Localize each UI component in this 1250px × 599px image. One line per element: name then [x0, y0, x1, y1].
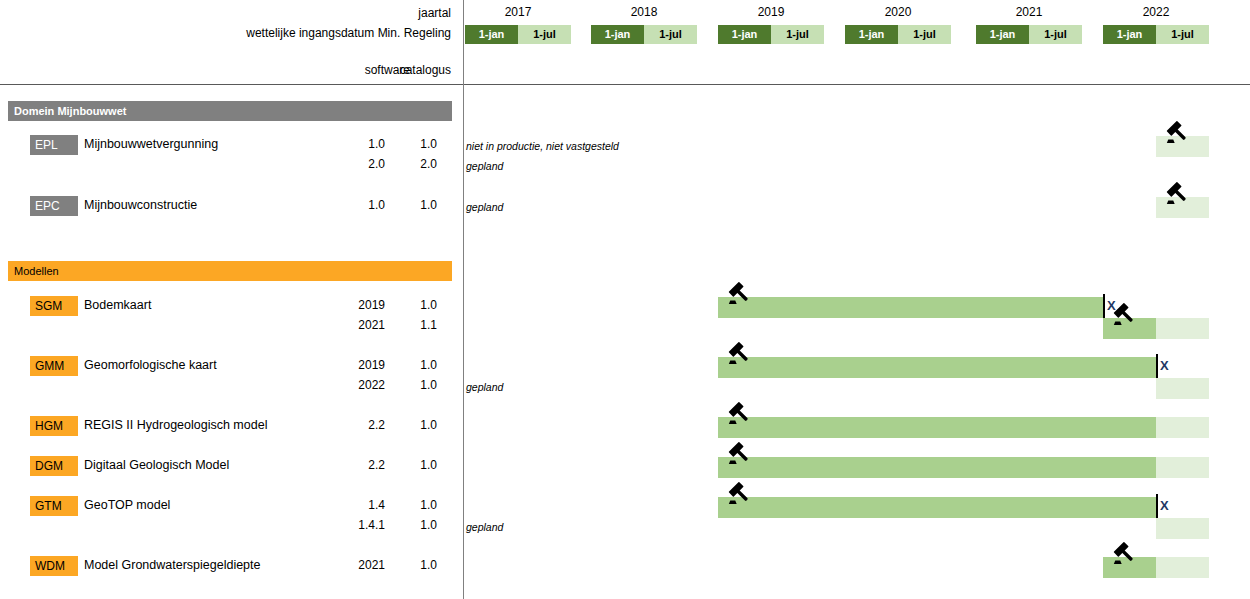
row-code-badge: EPL — [30, 135, 78, 155]
jul-header-cell: 1-jul — [1156, 25, 1209, 44]
jan-header-cell: 1-jan — [718, 25, 771, 44]
row-name: Mijnbouwwetvergunning — [84, 137, 218, 151]
timeline-bar-segment — [1156, 318, 1209, 339]
gavel-icon — [1111, 303, 1138, 330]
gavel-icon — [1164, 182, 1191, 209]
year-label: 2021 — [976, 5, 1082, 19]
timeline-bar-segment — [718, 357, 1156, 378]
software-version: 2021 — [285, 318, 385, 332]
row-code-badge: EPC — [30, 196, 78, 216]
version-timeline-chart: jaartal wettelijke ingangsdatum Min. Reg… — [0, 0, 1250, 599]
row-code-badge: SGM — [30, 296, 78, 316]
row-name: Digitaal Geologisch Model — [84, 458, 229, 472]
section-header: Domein Mijnbouwwet — [8, 101, 452, 121]
jul-header-cell: 1-jul — [771, 25, 824, 44]
x-marker: X — [1160, 498, 1169, 513]
status-note: gepland — [466, 160, 503, 172]
row-code-badge: GTM — [30, 496, 78, 516]
row-name: Geomorfologische kaart — [84, 358, 217, 372]
timeline-bar-segment — [1156, 518, 1209, 539]
row-name: Model Grondwaterspiegeldiepte — [84, 558, 261, 572]
jan-header-cell: 1-jan — [591, 25, 644, 44]
jul-header-cell: 1-jul — [518, 25, 571, 44]
year-label: 2017 — [465, 5, 571, 19]
software-version: 2.0 — [285, 157, 385, 171]
year-label: 2020 — [845, 5, 951, 19]
end-marker-line — [1103, 294, 1105, 321]
timeline-bar-segment — [1156, 457, 1209, 478]
row-code-badge: WDM — [30, 556, 78, 576]
gavel-icon — [726, 282, 753, 309]
software-version: 2.2 — [285, 458, 385, 472]
catalogus-version: 1.0 — [390, 458, 437, 472]
software-version: 2021 — [285, 558, 385, 572]
software-version: 1.0 — [285, 198, 385, 212]
jul-header-cell: 1-jul — [644, 25, 697, 44]
x-marker: X — [1160, 358, 1169, 373]
gavel-icon — [1164, 121, 1191, 148]
status-note: gepland — [466, 201, 503, 213]
software-version: 2019 — [285, 358, 385, 372]
jul-header-cell: 1-jul — [1029, 25, 1082, 44]
header-label-jaartal: jaartal — [301, 6, 451, 20]
catalogus-version: 1.0 — [390, 358, 437, 372]
jan-header-cell: 1-jan — [845, 25, 898, 44]
row-code-badge: DGM — [30, 456, 78, 476]
gavel-icon — [726, 342, 753, 369]
row-name: Mijnbouwconstructie — [84, 198, 197, 212]
software-version: 2022 — [285, 378, 385, 392]
jan-header-cell: 1-jan — [1103, 25, 1156, 44]
software-version: 1.4 — [285, 498, 385, 512]
column-header-catalogus: catalogus — [361, 63, 451, 77]
year-label: 2018 — [591, 5, 697, 19]
jan-header-cell: 1-jan — [976, 25, 1029, 44]
catalogus-version: 2.0 — [390, 157, 437, 171]
gavel-icon — [726, 442, 753, 469]
timeline-bar-segment — [1156, 417, 1209, 438]
timeline-bar-segment — [1156, 557, 1209, 578]
vertical-divider — [463, 0, 464, 599]
horizontal-divider — [0, 84, 1250, 85]
timeline-bar-segment — [718, 457, 1156, 478]
gavel-icon — [726, 482, 753, 509]
catalogus-version: 1.0 — [390, 137, 437, 151]
catalogus-version: 1.0 — [390, 498, 437, 512]
status-note: niet in productie, niet vastgesteld — [466, 140, 619, 152]
jan-header-cell: 1-jan — [465, 25, 518, 44]
software-version: 2019 — [285, 298, 385, 312]
section-header: Modellen — [8, 261, 452, 281]
catalogus-version: 1.0 — [390, 518, 437, 532]
catalogus-version: 1.0 — [390, 418, 437, 432]
catalogus-version: 1.1 — [390, 318, 437, 332]
timeline-bar-segment — [718, 297, 1103, 318]
catalogus-version: 1.0 — [390, 558, 437, 572]
timeline-bar-segment — [718, 497, 1156, 518]
software-version: 1.4.1 — [285, 518, 385, 532]
end-marker-line — [1156, 494, 1158, 521]
status-note: gepland — [466, 381, 503, 393]
gavel-icon — [1111, 542, 1138, 569]
row-name: Bodemkaart — [84, 298, 151, 312]
header-label-regeling: wettelijke ingangsdatum Min. Regeling — [150, 26, 451, 40]
year-label: 2022 — [1103, 5, 1209, 19]
status-note: gepland — [466, 521, 503, 533]
catalogus-version: 1.0 — [390, 378, 437, 392]
gavel-icon — [726, 402, 753, 429]
timeline-bar-segment — [1156, 378, 1209, 399]
catalogus-version: 1.0 — [390, 198, 437, 212]
end-marker-line — [1156, 354, 1158, 381]
year-label: 2019 — [718, 5, 824, 19]
row-code-badge: GMM — [30, 356, 78, 376]
catalogus-version: 1.0 — [390, 298, 437, 312]
software-version: 2.2 — [285, 418, 385, 432]
jul-header-cell: 1-jul — [898, 25, 951, 44]
timeline-bar-segment — [718, 417, 1156, 438]
row-name: REGIS II Hydrogeologisch model — [84, 418, 267, 432]
row-code-badge: HGM — [30, 416, 78, 436]
software-version: 1.0 — [285, 137, 385, 151]
row-name: GeoTOP model — [84, 498, 170, 512]
